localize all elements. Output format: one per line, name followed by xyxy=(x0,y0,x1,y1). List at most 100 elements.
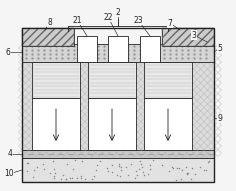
Text: 3: 3 xyxy=(192,31,196,40)
Point xyxy=(148,163,152,167)
Point xyxy=(170,166,174,169)
Point xyxy=(66,162,69,165)
Point xyxy=(167,170,171,173)
Text: 9: 9 xyxy=(218,113,223,122)
Bar xyxy=(144,62,192,98)
Bar xyxy=(22,28,74,46)
Point xyxy=(68,177,72,180)
Text: 8: 8 xyxy=(48,18,52,27)
Point xyxy=(79,176,83,179)
Bar xyxy=(32,62,80,98)
Point xyxy=(106,169,110,172)
Point xyxy=(94,169,98,172)
Text: 7: 7 xyxy=(168,19,173,28)
Point xyxy=(110,170,114,173)
Point xyxy=(160,163,164,166)
Point xyxy=(185,172,189,175)
Bar xyxy=(22,158,214,182)
Text: 6: 6 xyxy=(6,48,10,57)
Point xyxy=(31,176,34,179)
Point xyxy=(71,168,75,171)
Bar xyxy=(22,28,74,46)
Point xyxy=(193,172,197,175)
Point xyxy=(152,159,155,162)
Point xyxy=(142,173,146,176)
Point xyxy=(26,162,30,165)
Point xyxy=(177,167,181,170)
Point xyxy=(202,169,206,172)
Point xyxy=(180,178,183,181)
Point xyxy=(41,162,45,165)
Point xyxy=(129,163,133,166)
Point xyxy=(149,167,152,170)
Point xyxy=(180,169,184,172)
Point xyxy=(116,174,119,177)
Text: 22: 22 xyxy=(103,12,113,22)
Point xyxy=(64,177,67,180)
Point xyxy=(133,176,136,180)
Point xyxy=(35,165,39,168)
Text: 23: 23 xyxy=(133,15,143,24)
Point xyxy=(186,171,190,174)
Bar xyxy=(22,48,214,150)
Bar xyxy=(32,98,80,150)
Point xyxy=(185,171,189,174)
Point xyxy=(32,169,36,172)
Point xyxy=(189,177,193,180)
Text: 2: 2 xyxy=(116,7,120,16)
Point xyxy=(118,162,121,165)
Point xyxy=(25,170,29,173)
Bar xyxy=(88,62,136,98)
Point xyxy=(59,177,63,180)
Point xyxy=(51,159,55,163)
Bar xyxy=(22,44,214,62)
Point xyxy=(118,174,122,177)
Point xyxy=(70,177,73,180)
Point xyxy=(73,159,77,162)
Bar xyxy=(22,150,214,158)
Point xyxy=(190,166,194,169)
Point xyxy=(42,167,46,170)
Point xyxy=(119,169,122,172)
Point xyxy=(84,177,87,180)
Point xyxy=(139,162,143,165)
Point xyxy=(25,161,29,164)
Bar xyxy=(140,36,160,62)
Point xyxy=(79,175,83,178)
Point xyxy=(207,159,211,162)
Bar xyxy=(162,28,214,46)
Point xyxy=(54,172,57,175)
Text: 5: 5 xyxy=(218,44,223,53)
Point xyxy=(139,159,142,162)
Point xyxy=(171,167,175,170)
Bar xyxy=(77,36,97,62)
Point xyxy=(142,170,145,173)
Point xyxy=(110,163,114,166)
Point xyxy=(61,174,65,177)
Point xyxy=(175,166,179,169)
Bar xyxy=(22,28,214,182)
Point xyxy=(204,169,208,172)
Point xyxy=(137,167,141,170)
Text: 10: 10 xyxy=(4,169,14,179)
Point xyxy=(92,175,96,178)
Point xyxy=(52,167,55,170)
Point xyxy=(48,171,52,174)
Point xyxy=(185,165,188,168)
Text: 4: 4 xyxy=(8,150,13,159)
Bar xyxy=(108,36,128,62)
Point xyxy=(174,178,178,181)
Point xyxy=(75,176,79,179)
Point xyxy=(53,175,56,178)
Point xyxy=(95,164,99,167)
Point xyxy=(206,161,210,164)
Point xyxy=(91,177,94,180)
Point xyxy=(135,173,139,176)
Point xyxy=(98,160,102,163)
Point xyxy=(52,176,56,179)
Point xyxy=(117,165,121,168)
Point xyxy=(146,173,150,176)
Bar xyxy=(88,98,136,150)
Point xyxy=(105,167,109,170)
Point xyxy=(134,170,138,173)
